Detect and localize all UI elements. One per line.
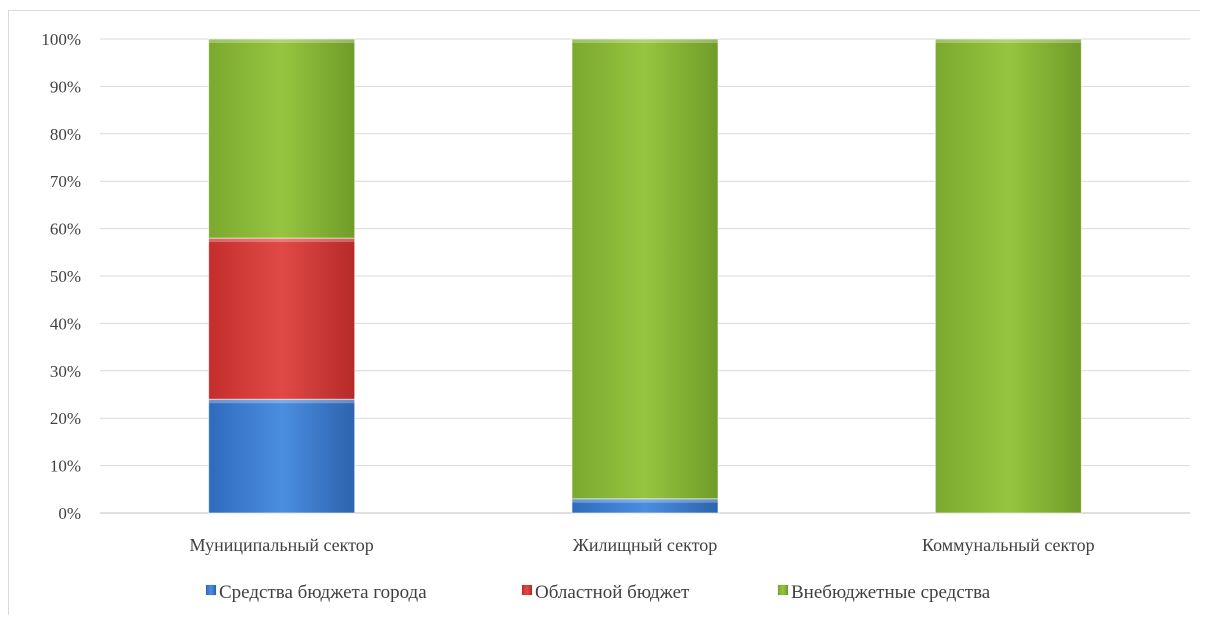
legend-label: Областной бюджет <box>535 582 690 603</box>
y-tick-label: 30% <box>50 362 81 381</box>
bar-segment-highlight <box>935 39 1082 43</box>
x-category-label: Коммунальный сектор <box>922 535 1095 555</box>
y-tick-label: 80% <box>50 125 81 144</box>
bar-segment-highlight <box>572 498 718 503</box>
bar-segment <box>208 38 356 239</box>
x-axis: Муниципальный сектор Жилищный сектор Комму… <box>190 535 1095 555</box>
y-tick-label: 20% <box>50 409 81 428</box>
y-tick-label: 40% <box>50 314 81 333</box>
y-axis: 0% 10% 20% 30% 40% 50% 60% 70% 80% 90% 100% <box>41 30 81 523</box>
legend-swatch <box>205 584 217 596</box>
bars <box>208 38 1082 514</box>
legend-swatch <box>777 584 789 596</box>
legend-label: Средства бюджета города <box>219 582 427 603</box>
y-tick-label: 60% <box>50 220 81 239</box>
x-category-label: Жилищный сектор <box>573 535 717 555</box>
bar-segment <box>208 237 356 400</box>
y-tick-label: 0% <box>58 504 81 523</box>
bar-segment-highlight <box>572 39 718 43</box>
legend-label: Внебюджетные средства <box>791 582 991 603</box>
y-tick-label: 10% <box>50 457 81 476</box>
legend-swatch <box>521 584 533 596</box>
y-tick-label: 90% <box>50 77 81 96</box>
bar-segment <box>934 38 1082 514</box>
y-tick-label: 70% <box>50 172 81 191</box>
legend: Средства бюджета города Областной бюджет В… <box>205 582 991 603</box>
bar-segment <box>208 398 356 514</box>
bar-segment-highlight <box>208 399 355 404</box>
bar-segment <box>571 38 719 500</box>
y-tick-label: 100% <box>41 30 81 49</box>
x-category-label: Муниципальный сектор <box>190 535 374 555</box>
y-tick-label: 50% <box>50 267 81 286</box>
bar-segment-highlight <box>208 39 355 43</box>
bar-segment-highlight <box>208 238 355 243</box>
